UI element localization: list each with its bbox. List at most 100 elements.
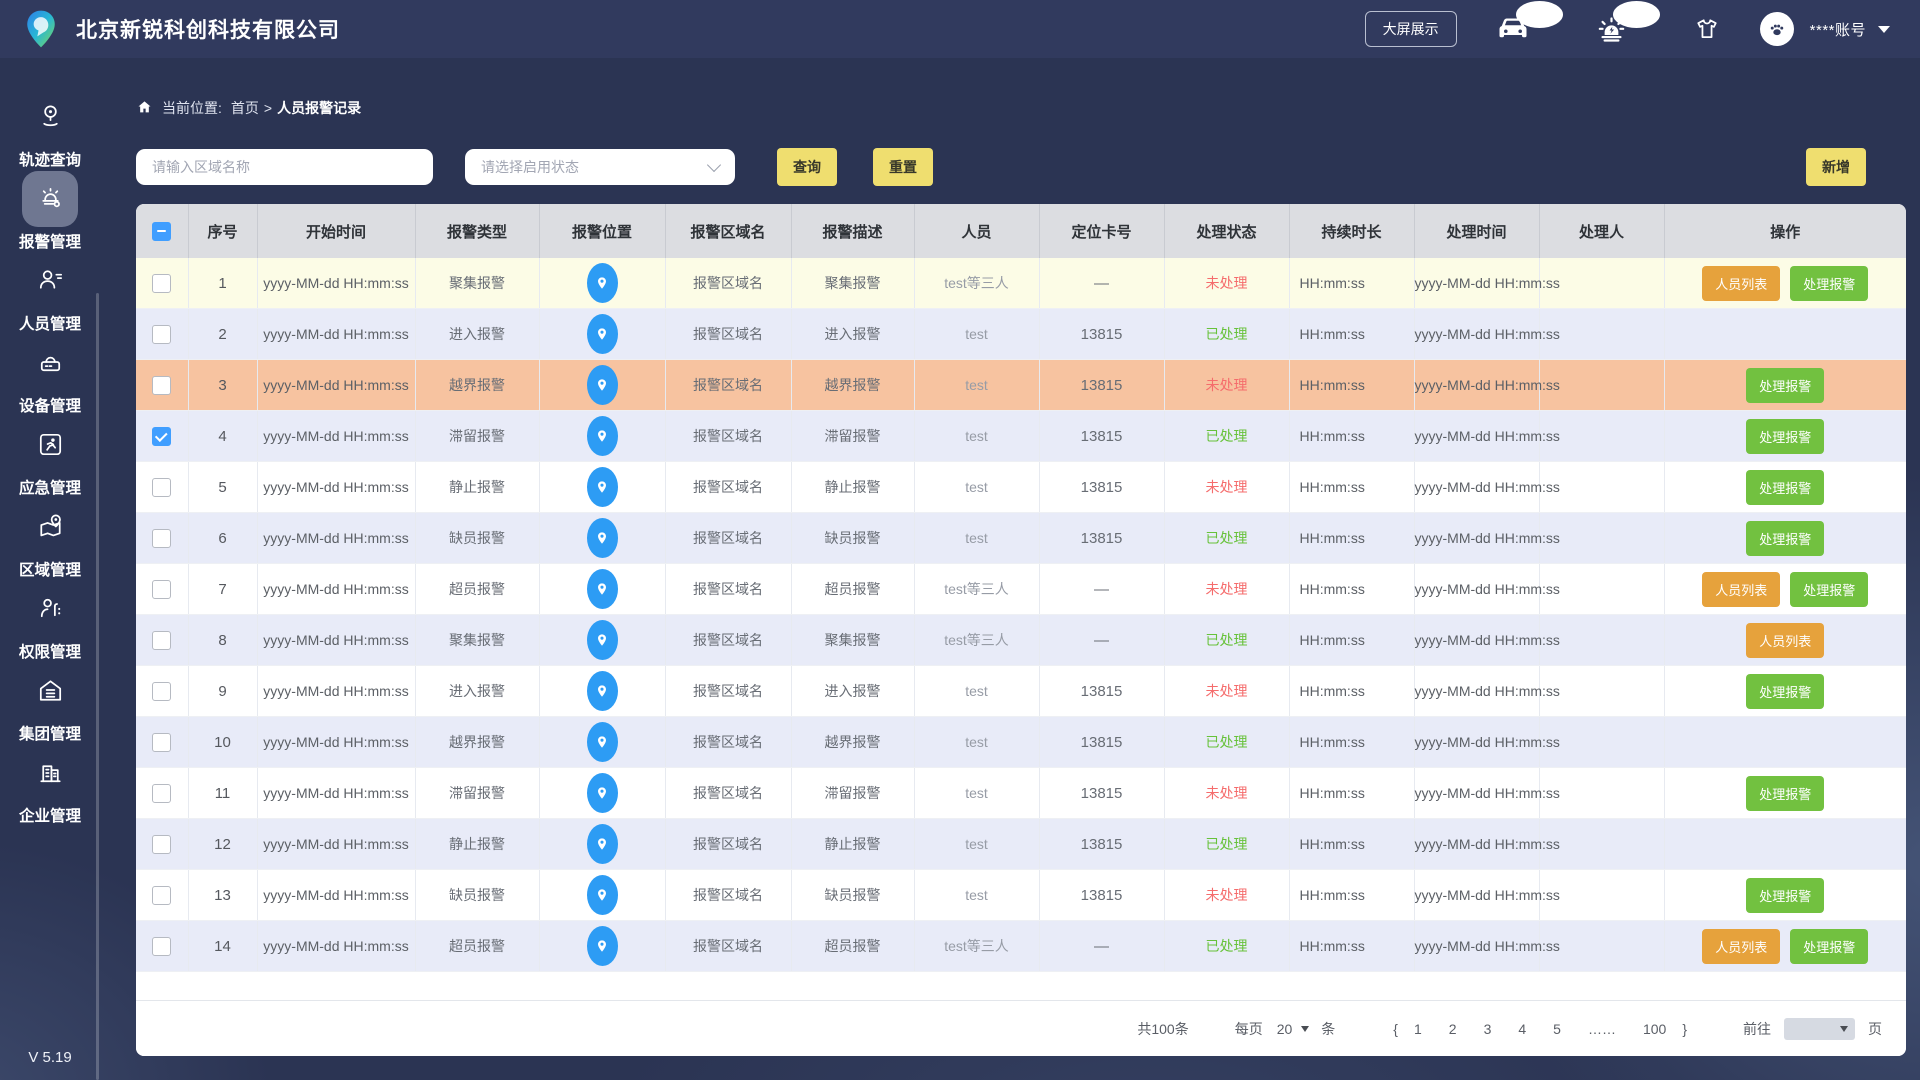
sidebar-item-label: 区域管理 [18, 561, 81, 579]
page-size-select[interactable]: 20 [1277, 1021, 1310, 1037]
handle-alarm-button[interactable]: 处理报警 [1790, 265, 1869, 301]
alarm-location-pin-icon[interactable] [586, 365, 618, 405]
alarm-badge [1612, 0, 1660, 28]
alarm-location-pin-icon[interactable] [586, 518, 618, 558]
handle-alarm-button[interactable]: 处理报警 [1746, 520, 1825, 556]
alarm-location-pin-icon[interactable] [586, 773, 618, 813]
alarm-location-pin-icon[interactable] [586, 416, 618, 456]
row-checkbox[interactable] [152, 477, 172, 497]
cell-seq: 13 [188, 869, 258, 921]
row-checkbox[interactable] [152, 783, 172, 803]
handle-alarm-button[interactable]: 处理报警 [1746, 775, 1825, 811]
row-checkbox[interactable] [152, 273, 172, 293]
cell-type: 静止报警 [415, 818, 540, 870]
row-checkbox[interactable] [152, 324, 172, 344]
row-checkbox[interactable] [152, 375, 172, 395]
row-checkbox[interactable] [152, 834, 172, 854]
cell-actions: 处理报警 [1664, 512, 1906, 564]
big-screen-button[interactable]: 大屏展示 [1364, 11, 1457, 47]
page-number[interactable]: 1 [1413, 1020, 1422, 1037]
table-row: 12 yyyy-MM-dd HH:mm:ss 静止报警 报警区域名 静止报警 test 13… [136, 818, 1906, 870]
cell-location [539, 716, 666, 768]
pagination-prev[interactable]: { [1393, 1020, 1398, 1037]
search-button[interactable]: 查询 [777, 148, 837, 186]
row-checkbox[interactable] [152, 681, 172, 701]
vehicle-icon[interactable] [1495, 1, 1563, 44]
pagination-next[interactable]: } [1682, 1020, 1687, 1037]
enable-status-select[interactable]: 请选择启用状态 [465, 149, 735, 185]
enterprise-icon [22, 745, 78, 801]
cell-person: test [914, 767, 1040, 819]
cell-desc: 缺员报警 [791, 869, 915, 921]
person-list-button[interactable]: 人员列表 [1702, 928, 1781, 964]
page-number[interactable]: 4 [1518, 1020, 1527, 1037]
breadcrumb-separator: > [263, 100, 273, 116]
user-avatar[interactable] [1759, 12, 1794, 46]
goto-page-select[interactable] [1784, 1017, 1855, 1040]
alarm-location-pin-icon[interactable] [586, 314, 618, 354]
reset-button[interactable]: 重置 [873, 148, 933, 186]
cell-desc: 越界报警 [791, 716, 915, 768]
sidebar-item-permission[interactable]: 权限管理 [0, 580, 100, 662]
sidebar-item-device[interactable]: 设备管理 [0, 334, 100, 416]
account-menu[interactable]: ****账号 [1810, 19, 1890, 40]
row-checkbox[interactable] [152, 579, 172, 599]
alarm-location-pin-icon[interactable] [586, 875, 618, 915]
permission-icon [22, 581, 78, 637]
cell-card: 13815 [1039, 716, 1165, 768]
select-all-checkbox[interactable] [152, 221, 172, 241]
alarm-location-pin-icon[interactable] [586, 263, 618, 303]
cell-card: — [1039, 258, 1165, 309]
alarm-location-pin-icon[interactable] [586, 926, 618, 966]
cell-duration: HH:mm:ss [1289, 665, 1415, 717]
handle-alarm-button[interactable]: 处理报警 [1746, 469, 1825, 505]
cell-handler [1539, 665, 1665, 717]
page-number[interactable]: 3 [1483, 1020, 1492, 1037]
row-checkbox[interactable] [152, 630, 172, 650]
page-number[interactable]: 2 [1448, 1020, 1457, 1037]
page-number[interactable]: 100 [1642, 1020, 1667, 1037]
alarm-location-pin-icon[interactable] [586, 569, 618, 609]
handle-alarm-button[interactable]: 处理报警 [1746, 367, 1825, 403]
sidebar-item-emergency[interactable]: 应急管理 [0, 416, 100, 498]
sidebar-item-group[interactable]: 集团管理 [0, 662, 100, 744]
alarm-location-pin-icon[interactable] [586, 467, 618, 507]
cell-time: yyyy-MM-dd HH:mm:ss [257, 359, 416, 411]
page-number[interactable]: 5 [1553, 1020, 1561, 1037]
person-list-button[interactable]: 人员列表 [1746, 622, 1825, 658]
area-name-input[interactable] [136, 149, 433, 185]
person-list-button[interactable]: 人员列表 [1702, 265, 1781, 301]
add-button[interactable]: 新增 [1806, 148, 1866, 186]
person-list-button[interactable]: 人员列表 [1702, 571, 1781, 607]
handle-alarm-button[interactable]: 处理报警 [1790, 928, 1869, 964]
table-header-row: 序号 开始时间 报警类型 报警位置 报警区域名 报警描述 人员 定位卡号 处理状态 持续时长 处理时… [136, 204, 1906, 258]
handle-alarm-button[interactable]: 处理报警 [1746, 673, 1825, 709]
sidebar-item-alarm[interactable]: 报警管理 [0, 170, 100, 252]
cell-type: 越界报警 [415, 716, 540, 768]
sidebar-item-area[interactable]: 区域管理 [0, 498, 100, 580]
alarm-location-pin-icon[interactable] [586, 722, 618, 762]
handle-alarm-button[interactable]: 处理报警 [1790, 571, 1869, 607]
handle-alarm-button[interactable]: 处理报警 [1746, 418, 1825, 454]
row-checkbox[interactable] [152, 732, 172, 752]
row-checkbox[interactable] [152, 885, 172, 905]
row-checkbox[interactable] [152, 936, 172, 956]
cell-card: 13815 [1039, 818, 1165, 870]
alarm-bell-icon[interactable] [1595, 0, 1660, 45]
cell-time: yyyy-MM-dd HH:mm:ss [257, 410, 416, 462]
alarm-location-pin-icon[interactable] [586, 620, 618, 660]
sidebar-item-enterprise[interactable]: 企业管理 [0, 744, 100, 826]
cell-location [539, 665, 666, 717]
alarm-location-pin-icon[interactable] [586, 671, 618, 711]
clothes-icon[interactable] [1692, 15, 1722, 43]
row-checkbox[interactable] [152, 528, 172, 548]
cell-area: 报警区域名 [665, 512, 792, 564]
breadcrumb-home[interactable]: 首页 [230, 100, 259, 116]
handle-alarm-button[interactable]: 处理报警 [1746, 877, 1825, 913]
sidebar-item-personnel[interactable]: 人员管理 [0, 252, 100, 334]
table-row: 2 yyyy-MM-dd HH:mm:ss 进入报警 报警区域名 进入报警 test 138… [136, 308, 1906, 360]
alarm-location-pin-icon[interactable] [586, 824, 618, 864]
sidebar-item-trajectory[interactable]: 轨迹查询 [0, 88, 100, 170]
pagination-pages: 1 2 3 4 5 …… 100 [1414, 1021, 1666, 1037]
row-checkbox[interactable] [152, 426, 172, 446]
